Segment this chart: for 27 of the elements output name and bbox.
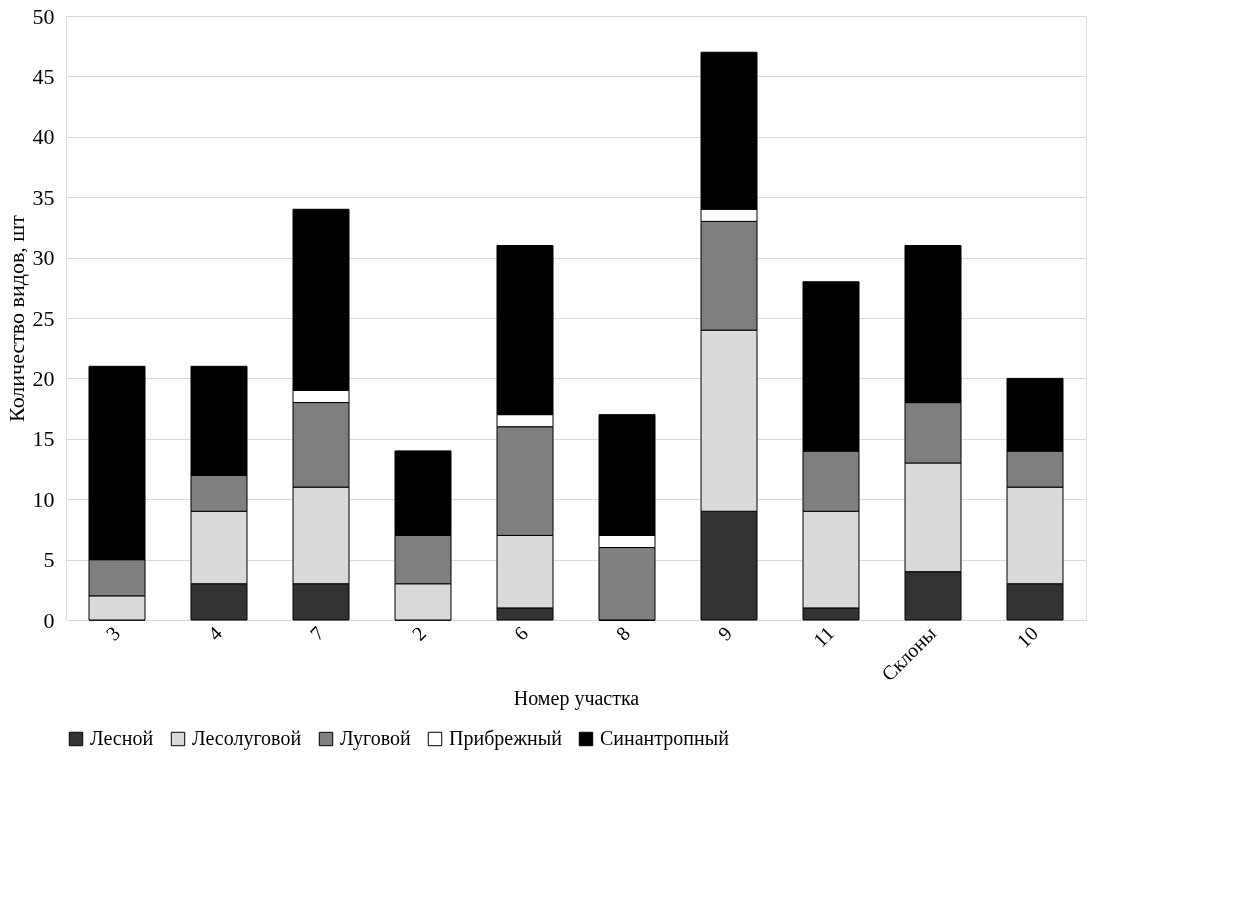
- y-tick-label: 45: [32, 63, 55, 89]
- y-axis-title: Количество видов, шт: [3, 214, 29, 422]
- legend-label: Прибрежный: [449, 727, 563, 750]
- x-tick-label: 7: [305, 622, 329, 645]
- y-tick-label: 15: [32, 426, 55, 452]
- y-tick-label: 20: [32, 365, 55, 391]
- y-tick-label: 35: [32, 184, 55, 210]
- y-tick-label: 5: [43, 547, 55, 573]
- y-tick-label: 30: [32, 245, 55, 271]
- x-tick-label: 10: [1012, 622, 1043, 652]
- legend-label: Луговой: [340, 727, 412, 750]
- x-tick-label: 9: [713, 622, 737, 645]
- y-tick-label: 10: [32, 486, 55, 512]
- y-tick-label: 40: [32, 124, 55, 150]
- legend-label: Лесолуговой: [192, 727, 302, 750]
- x-tick-label: 6: [509, 622, 533, 645]
- legend-label: Лесной: [90, 727, 154, 749]
- x-tick-label: 11: [808, 622, 839, 652]
- x-tick-label: 2: [407, 622, 431, 645]
- legend-label: Синантропный: [600, 727, 730, 750]
- y-tick-label: 0: [43, 607, 55, 633]
- y-tick-label: 50: [32, 3, 55, 29]
- y-tick-label: 25: [32, 305, 55, 331]
- x-tick-label: 4: [203, 622, 227, 645]
- x-tick-label: 8: [611, 622, 635, 645]
- x-tick-label: 3: [101, 622, 125, 645]
- x-axis-title: Номер участка: [513, 687, 640, 711]
